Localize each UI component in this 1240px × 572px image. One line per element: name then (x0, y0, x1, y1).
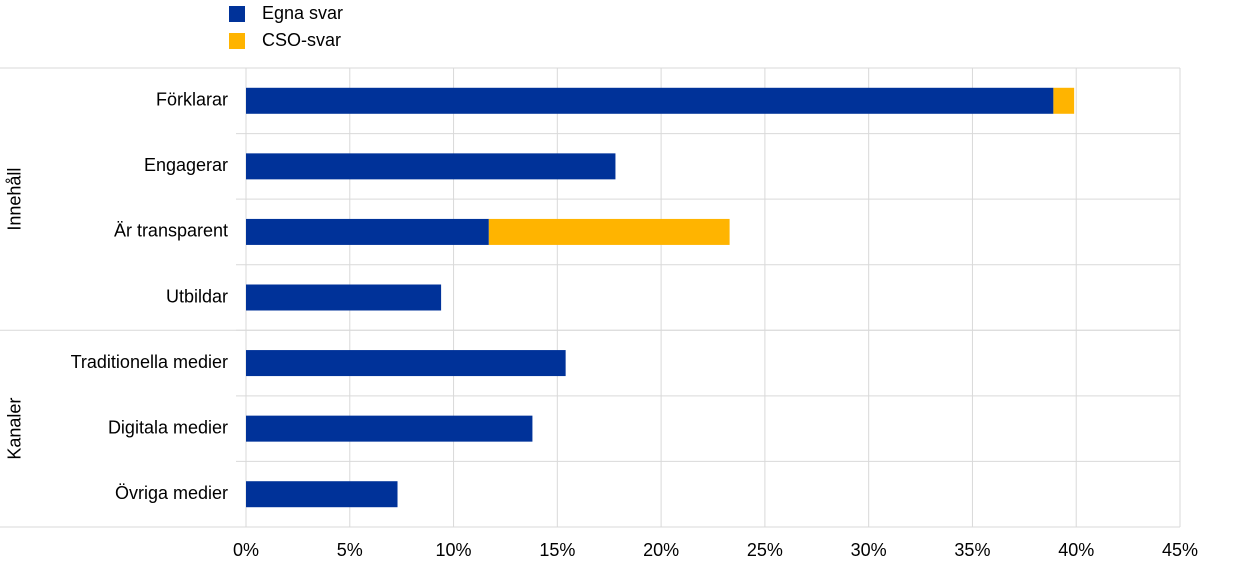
x-tick-label: 45% (1162, 540, 1198, 560)
x-tick-label: 15% (539, 540, 575, 560)
y-tick-label: Utbildar (166, 286, 228, 306)
y-tick-label: Övriga medier (115, 483, 228, 503)
legend-swatch (229, 6, 245, 22)
legend-swatch (229, 33, 245, 49)
x-tick-label: 0% (233, 540, 259, 560)
x-tick-label: 25% (747, 540, 783, 560)
y-tick-label: Traditionella medier (71, 352, 228, 372)
y-tick-label: Digitala medier (108, 417, 228, 437)
x-tick-label: 5% (337, 540, 363, 560)
legend-label: Egna svar (262, 3, 343, 23)
bar (246, 415, 533, 442)
group-label: Kanaler (5, 398, 25, 460)
x-tick-label: 20% (643, 540, 679, 560)
bar (1053, 87, 1075, 114)
x-tick-label: 40% (1058, 540, 1094, 560)
x-tick-label: 10% (436, 540, 472, 560)
bar (246, 284, 442, 311)
x-tick-label: 35% (954, 540, 990, 560)
legend-label: CSO-svar (262, 30, 341, 50)
bar (246, 218, 489, 245)
bar (246, 350, 566, 377)
group-label: Innehåll (5, 168, 25, 231)
bar (488, 218, 730, 245)
y-tick-label: Förklarar (156, 90, 228, 110)
bar (246, 481, 398, 508)
y-tick-label: Är transparent (114, 221, 228, 241)
x-tick-label: 30% (851, 540, 887, 560)
bar (246, 153, 616, 180)
y-tick-label: Engagerar (144, 155, 228, 175)
bar (246, 87, 1054, 114)
